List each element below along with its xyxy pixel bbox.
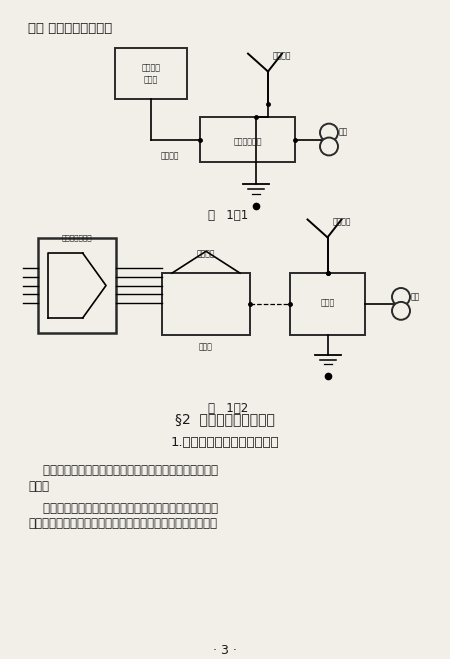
Text: 仿精天线: 仿精天线 <box>273 51 292 61</box>
Bar <box>290 273 365 335</box>
Text: · 3 ·: · 3 · <box>213 644 237 656</box>
Text: 仿精天线: 仿精天线 <box>333 217 351 227</box>
Text: 机、 辅助天线、耳机。: 机、 辅助天线、耳机。 <box>28 22 112 35</box>
Bar <box>162 273 250 335</box>
Circle shape <box>320 138 338 156</box>
Text: 如果示标台的方向不同，而电力、波长、距离相同，在垂: 如果示标台的方向不同，而电力、波长、距离相同，在垂 <box>28 501 218 515</box>
Text: §2  无線电接收的方向性: §2 无線电接收的方向性 <box>175 412 275 426</box>
Circle shape <box>320 124 338 142</box>
Text: 直天线上所感应的电动势是相同的，也就是說垂直天线是沒有: 直天线上所感应的电动势是相同的，也就是說垂直天线是沒有 <box>28 517 217 530</box>
Text: 向性。: 向性。 <box>28 480 49 493</box>
Text: 耳机: 耳机 <box>411 292 420 301</box>
Text: 图   1－2: 图 1－2 <box>208 402 248 415</box>
Text: 图   1－1: 图 1－1 <box>208 208 248 221</box>
Text: 最简单的接收天线是垂直天機，它的最大特点是不具有方: 最简单的接收天线是垂直天機，它的最大特点是不具有方 <box>28 464 218 477</box>
Text: 耳机: 耳机 <box>339 128 348 136</box>
Text: 固定式环状天线: 固定式环状天线 <box>62 235 92 241</box>
Bar <box>38 239 116 333</box>
Text: 调汽器: 调汽器 <box>199 343 213 352</box>
Circle shape <box>392 302 410 320</box>
Bar <box>115 47 187 100</box>
Text: 接触天具: 接触天具 <box>197 249 215 258</box>
Text: 1.用垂直天线接收无線电訊号: 1.用垂直天线接收无線电訊号 <box>171 436 279 449</box>
Text: 磁棒式环: 磁棒式环 <box>141 63 161 72</box>
Bar <box>200 117 295 162</box>
Circle shape <box>392 288 410 306</box>
Text: 天线电接收器: 天线电接收器 <box>233 137 262 146</box>
Text: 感收器: 感收器 <box>320 298 335 307</box>
Text: 形天线: 形天线 <box>144 76 158 84</box>
Text: 超信必瑞: 超信必瑞 <box>161 152 180 160</box>
